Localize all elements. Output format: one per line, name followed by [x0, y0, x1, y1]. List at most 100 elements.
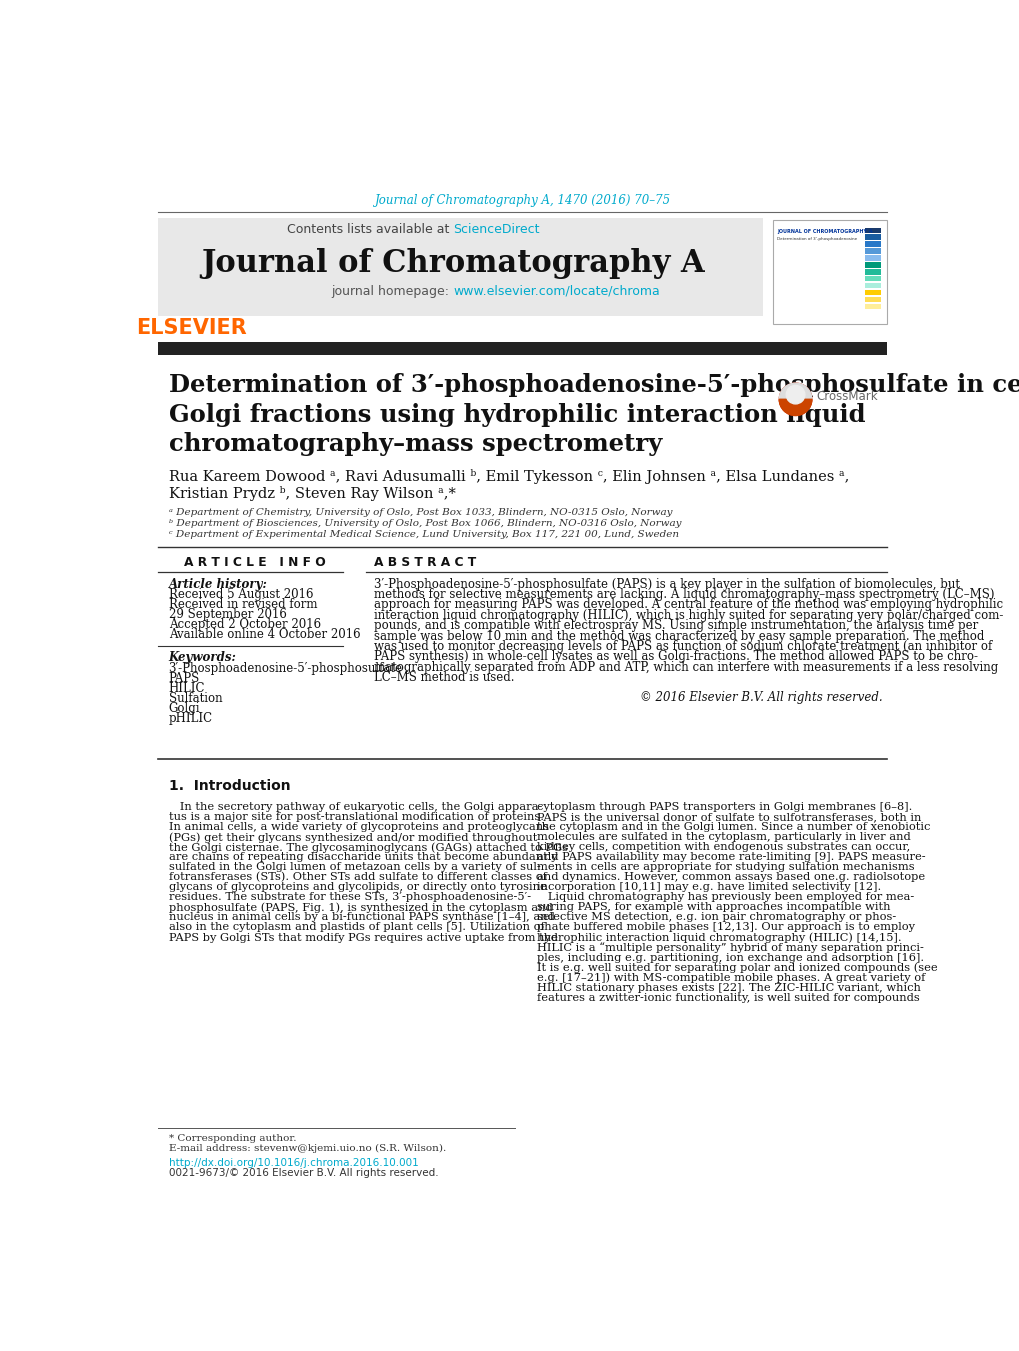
- Text: * Corresponding author.: * Corresponding author.: [168, 1133, 296, 1143]
- Text: methods for selective measurements are lacking. A liquid chromatography–mass spe: methods for selective measurements are l…: [374, 588, 994, 601]
- Text: Rua Kareem Dowood ᵃ, Ravi Adusumalli ᵇ, Emil Tykesson ᶜ, Elin Johnsen ᵃ, Elsa Lu: Rua Kareem Dowood ᵃ, Ravi Adusumalli ᵇ, …: [168, 469, 848, 484]
- Text: Keywords:: Keywords:: [168, 651, 236, 663]
- Text: matographically separated from ADP and ATP, which can interfere with measurement: matographically separated from ADP and A…: [374, 661, 998, 674]
- Circle shape: [779, 384, 811, 416]
- Text: A B S T R A C T: A B S T R A C T: [374, 557, 476, 569]
- Text: Article history:: Article history:: [168, 578, 267, 590]
- Text: Available online 4 October 2016: Available online 4 October 2016: [168, 628, 360, 642]
- Text: 29 September 2016: 29 September 2016: [168, 608, 286, 621]
- Text: ScienceDirect: ScienceDirect: [452, 223, 539, 236]
- Text: Journal of Chromatography A: Journal of Chromatography A: [201, 249, 704, 280]
- Text: hydrophilic interaction liquid chromatography (HILIC) [14,15].: hydrophilic interaction liquid chromatog…: [536, 932, 901, 943]
- Text: Contents lists available at: Contents lists available at: [286, 223, 452, 236]
- Text: It is e.g. well suited for separating polar and ionized compounds (see: It is e.g. well suited for separating po…: [536, 962, 936, 973]
- Text: phate buffered mobile phases [12,13]. Our approach is to employ: phate buffered mobile phases [12,13]. Ou…: [536, 923, 914, 932]
- FancyBboxPatch shape: [864, 282, 880, 288]
- Text: 3′-Phosphoadenosine-5′-phosphosulfate (PAPS) is a key player in the sulfation of: 3′-Phosphoadenosine-5′-phosphosulfate (P…: [374, 578, 959, 590]
- Text: In the secretory pathway of eukaryotic cells, the Golgi appara-: In the secretory pathway of eukaryotic c…: [168, 802, 541, 812]
- Text: PAPS: PAPS: [168, 671, 200, 685]
- Text: ᶜ Department of Experimental Medical Science, Lund University, Box 117, 221 00, : ᶜ Department of Experimental Medical Sci…: [168, 530, 678, 539]
- FancyBboxPatch shape: [864, 290, 880, 296]
- Text: sulfated in the Golgi lumen of metazoan cells by a variety of sul-: sulfated in the Golgi lumen of metazoan …: [168, 862, 540, 873]
- Text: nucleus in animal cells by a bi-functional PAPS synthase [1–4], and: nucleus in animal cells by a bi-function…: [168, 912, 554, 923]
- Text: 0021-9673/© 2016 Elsevier B.V. All rights reserved.: 0021-9673/© 2016 Elsevier B.V. All right…: [168, 1169, 438, 1178]
- Text: glycans of glycoproteins and glycolipids, or directly onto tyrosine: glycans of glycoproteins and glycolipids…: [168, 882, 546, 893]
- Text: incorporation [10,11] may e.g. have limited selectivity [12].: incorporation [10,11] may e.g. have limi…: [536, 882, 880, 893]
- Text: tus is a major site for post-translational modification of proteins.: tus is a major site for post-translation…: [168, 812, 543, 823]
- Text: Kristian Prydz ᵇ, Steven Ray Wilson ᵃ,*: Kristian Prydz ᵇ, Steven Ray Wilson ᵃ,*: [168, 486, 455, 501]
- Text: In animal cells, a wide variety of glycoproteins and proteoglycans: In animal cells, a wide variety of glyco…: [168, 823, 548, 832]
- FancyBboxPatch shape: [864, 276, 880, 281]
- Text: PAPS is the universal donor of sulfate to sulfotransferases, both in: PAPS is the universal donor of sulfate t…: [536, 812, 920, 823]
- Text: PAPS synthesis) in whole-cell lysates as well as Golgi-fractions. The method all: PAPS synthesis) in whole-cell lysates as…: [374, 650, 977, 663]
- FancyBboxPatch shape: [864, 235, 880, 240]
- Text: and PAPS availability may become rate-limiting [9]. PAPS measure-: and PAPS availability may become rate-li…: [536, 852, 924, 862]
- Text: journal homepage:: journal homepage:: [331, 285, 452, 299]
- Text: the cytoplasm and in the Golgi lumen. Since a number of xenobiotic: the cytoplasm and in the Golgi lumen. Si…: [536, 823, 929, 832]
- FancyBboxPatch shape: [864, 255, 880, 261]
- Text: E-mail address: stevenw@kjemi.uio.no (S.R. Wilson).: E-mail address: stevenw@kjemi.uio.no (S.…: [168, 1144, 445, 1152]
- Text: fotransferases (STs). Other STs add sulfate to different classes of: fotransferases (STs). Other STs add sulf…: [168, 873, 546, 882]
- FancyBboxPatch shape: [158, 218, 762, 316]
- Text: was used to monitor decreasing levels of PAPS as function of sodium chlorate tre: was used to monitor decreasing levels of…: [374, 640, 991, 653]
- Text: 1.  Introduction: 1. Introduction: [168, 778, 290, 793]
- FancyBboxPatch shape: [864, 262, 880, 267]
- Circle shape: [786, 385, 804, 404]
- Text: LC–MS method is used.: LC–MS method is used.: [374, 671, 514, 684]
- FancyBboxPatch shape: [864, 227, 880, 232]
- Text: also in the cytoplasm and plastids of plant cells [5]. Utilization of: also in the cytoplasm and plastids of pl…: [168, 923, 544, 932]
- Text: ples, including e.g. partitioning, ion exchange and adsorption [16].: ples, including e.g. partitioning, ion e…: [536, 952, 923, 962]
- Text: the Golgi cisternae. The glycosaminoglycans (GAGs) attached to PGs: the Golgi cisternae. The glycosaminoglyc…: [168, 842, 567, 852]
- Wedge shape: [779, 400, 811, 416]
- Text: Journal of Chromatography A, 1470 (2016) 70–75: Journal of Chromatography A, 1470 (2016)…: [374, 195, 671, 207]
- Text: pounds, and is compatible with electrospray MS. Using simple instrumentation, th: pounds, and is compatible with electrosp…: [374, 619, 977, 632]
- Text: e.g. [17–21]) with MS-compatible mobile phases. A great variety of: e.g. [17–21]) with MS-compatible mobile …: [536, 973, 924, 982]
- Text: HILIC is a “multiple personality” hybrid of many separation princi-: HILIC is a “multiple personality” hybrid…: [536, 942, 922, 952]
- FancyBboxPatch shape: [864, 297, 880, 303]
- Text: interaction liquid chromatography (HILIC), which is highly suited for separating: interaction liquid chromatography (HILIC…: [374, 609, 1003, 621]
- Text: Golgi: Golgi: [168, 701, 200, 715]
- Text: cytoplasm through PAPS transporters in Golgi membranes [6–8].: cytoplasm through PAPS transporters in G…: [536, 802, 911, 812]
- Text: selective MS detection, e.g. ion pair chromatography or phos-: selective MS detection, e.g. ion pair ch…: [536, 912, 895, 923]
- Text: CrossMark: CrossMark: [815, 389, 877, 403]
- Text: kidney cells, competition with endogenous substrates can occur,: kidney cells, competition with endogenou…: [536, 843, 909, 852]
- Text: pHILIC: pHILIC: [168, 712, 213, 724]
- Text: (PGs) get their glycans synthesized and/or modified throughout: (PGs) get their glycans synthesized and/…: [168, 832, 536, 843]
- Text: phosphosulfate (PAPS, Fig. 1), is synthesized in the cytoplasm and: phosphosulfate (PAPS, Fig. 1), is synthe…: [168, 902, 551, 913]
- FancyBboxPatch shape: [864, 242, 880, 247]
- Text: are chains of repeating disaccharide units that become abundantly: are chains of repeating disaccharide uni…: [168, 852, 556, 862]
- Text: residues. The substrate for these STs, 3′-phosphoadenosine-5′-: residues. The substrate for these STs, 3…: [168, 893, 530, 902]
- Text: Determination of 3'-phosphoadenosine: Determination of 3'-phosphoadenosine: [776, 238, 856, 240]
- Text: Golgi fractions using hydrophilic interaction liquid: Golgi fractions using hydrophilic intera…: [168, 403, 864, 427]
- Text: © 2016 Elsevier B.V. All rights reserved.: © 2016 Elsevier B.V. All rights reserved…: [640, 690, 882, 704]
- Text: Accepted 2 October 2016: Accepted 2 October 2016: [168, 619, 320, 631]
- Wedge shape: [779, 384, 811, 400]
- Text: Determination of 3′-phosphoadenosine-5′-phosphosulfate in cells and: Determination of 3′-phosphoadenosine-5′-…: [168, 373, 1019, 397]
- Text: A R T I C L E   I N F O: A R T I C L E I N F O: [183, 557, 325, 569]
- FancyBboxPatch shape: [158, 342, 887, 354]
- Text: 3′-Phosphoadenosine-5′-phosphosulfate: 3′-Phosphoadenosine-5′-phosphosulfate: [168, 662, 403, 674]
- Text: PAPS by Golgi STs that modify PGs requires active uptake from the: PAPS by Golgi STs that modify PGs requir…: [168, 932, 557, 943]
- Text: www.elsevier.com/locate/chroma: www.elsevier.com/locate/chroma: [452, 285, 659, 299]
- Text: http://dx.doi.org/10.1016/j.chroma.2016.10.001: http://dx.doi.org/10.1016/j.chroma.2016.…: [168, 1158, 418, 1169]
- Text: ᵇ Department of Biosciences, University of Oslo, Post Box 1066, Blindern, NO-031: ᵇ Department of Biosciences, University …: [168, 519, 681, 528]
- Text: HILIC: HILIC: [168, 681, 205, 694]
- Text: approach for measuring PAPS was developed. A central feature of the method was e: approach for measuring PAPS was develope…: [374, 598, 1002, 612]
- Text: HILIC stationary phases exists [22]. The ZIC-HILIC variant, which: HILIC stationary phases exists [22]. The…: [536, 982, 920, 993]
- Text: Sulfation: Sulfation: [168, 692, 222, 704]
- Text: and dynamics. However, common assays based one.g. radiolsotope: and dynamics. However, common assays bas…: [536, 873, 924, 882]
- Text: Received 5 August 2016: Received 5 August 2016: [168, 588, 313, 601]
- Text: sample was below 10 min and the method was characterized by easy sample preparat: sample was below 10 min and the method w…: [374, 630, 983, 643]
- Text: ᵃ Department of Chemistry, University of Oslo, Post Box 1033, Blindern, NO-0315 : ᵃ Department of Chemistry, University of…: [168, 508, 672, 517]
- FancyBboxPatch shape: [772, 220, 887, 324]
- Text: ELSEVIER: ELSEVIER: [137, 317, 247, 338]
- Text: chromatography–mass spectrometry: chromatography–mass spectrometry: [168, 432, 661, 455]
- Text: ments in cells are appropriate for studying sulfation mechanisms: ments in cells are appropriate for study…: [536, 862, 913, 873]
- Text: features a zwitter-ionic functionality, is well suited for compounds: features a zwitter-ionic functionality, …: [536, 993, 918, 1002]
- Text: Received in revised form: Received in revised form: [168, 598, 317, 612]
- FancyBboxPatch shape: [864, 304, 880, 309]
- Text: Liquid chromatography has previously been employed for mea-: Liquid chromatography has previously bee…: [536, 893, 913, 902]
- Text: JOURNAL OF CHROMATOGRAPHY A: JOURNAL OF CHROMATOGRAPHY A: [776, 228, 871, 234]
- FancyBboxPatch shape: [864, 269, 880, 274]
- FancyBboxPatch shape: [864, 249, 880, 254]
